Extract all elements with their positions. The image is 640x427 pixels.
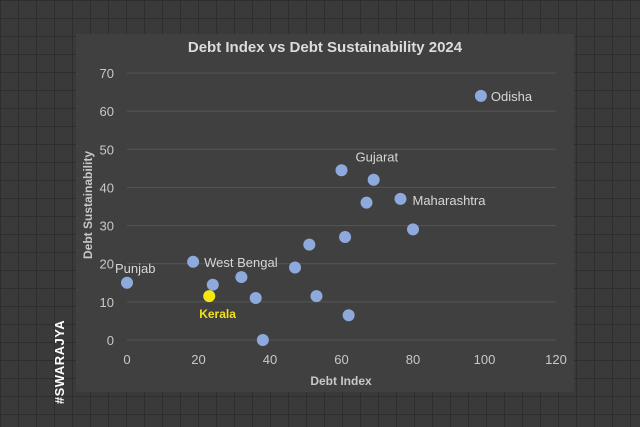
data-point [187,255,200,268]
data-point [474,89,487,102]
x-tick-label: 60 [334,352,348,367]
x-tick-label: 120 [545,352,567,367]
y-tick-label: 70 [100,66,114,81]
data-point [394,192,407,205]
x-tick-label: 20 [191,352,205,367]
data-point [235,271,248,284]
y-axis-ticks: 0 10 20 30 40 50 60 70 [100,66,114,348]
data-point-highlight [203,290,216,303]
swarajya-watermark: #SWARAJYA [52,320,67,404]
data-point [249,292,262,305]
point-label-gujarat: Gujarat [356,149,399,164]
y-tick-label: 10 [100,295,114,310]
point-label-odisha: Odisha [491,89,533,104]
y-axis-title: Debt Sustainability [81,151,95,259]
data-point [289,261,302,274]
point-label-kerala: Kerala [199,307,236,321]
point-label-west-bengal: West Bengal [204,255,278,270]
y-tick-label: 0 [107,333,114,348]
chart-title: Debt Index vs Debt Sustainability 2024 [188,39,463,56]
data-point [310,290,323,303]
data-point [339,231,352,244]
point-label-punjab: Punjab [115,261,155,276]
x-tick-label: 80 [406,352,420,367]
chart-panel [76,34,574,392]
data-point [206,278,219,291]
data-point [256,334,269,346]
y-tick-label: 60 [100,104,114,119]
data-point [335,164,348,177]
y-tick-label: 30 [100,219,114,234]
x-tick-label: 40 [263,352,277,367]
x-tick-label: 100 [474,352,496,367]
data-point [367,173,380,186]
data-point [303,238,316,251]
x-axis-ticks: 0 20 40 60 80 100 120 [123,352,566,367]
data-point [360,196,373,209]
y-tick-label: 40 [100,180,114,195]
data-point [342,309,355,322]
data-points [121,89,487,346]
x-tick-label: 0 [123,352,130,367]
x-axis-title: Debt Index [310,374,372,388]
data-point [121,276,133,289]
y-tick-label: 50 [100,142,114,157]
point-labels: Odisha Gujarat Maharashtra West Bengal Punja… [115,89,533,321]
point-label-maharashtra: Maharashtra [412,193,486,208]
data-point [407,223,419,236]
y-tick-label: 20 [100,257,114,272]
